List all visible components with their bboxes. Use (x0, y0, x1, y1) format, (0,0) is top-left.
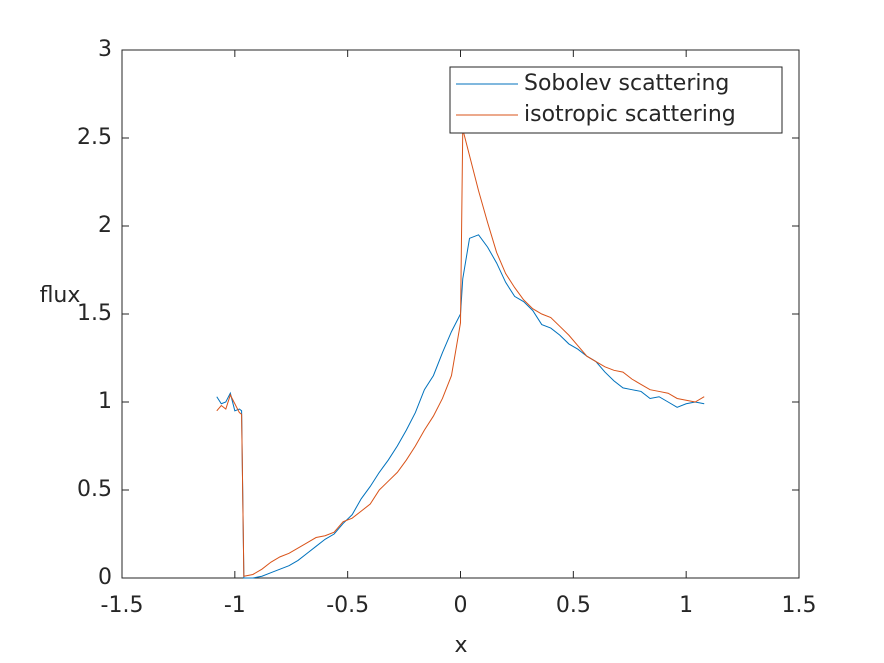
y-tick-label: 2.5 (77, 125, 112, 150)
x-tick-label: -1.5 (101, 593, 144, 618)
data-line (216, 129, 705, 577)
x-tick-label: 0.5 (556, 593, 591, 618)
x-axis-label: x (454, 633, 467, 658)
y-axis-label: flux (40, 283, 81, 308)
y-tick-label: 1.5 (77, 301, 112, 326)
x-tick-label: -1 (224, 593, 246, 618)
data-line (216, 234, 705, 579)
x-tick-label: 1.5 (782, 593, 817, 618)
x-tick-label: -0.5 (326, 593, 369, 618)
y-tick-label: 1 (98, 389, 112, 414)
y-tick-label: 3 (98, 37, 112, 62)
legend-box (449, 66, 783, 134)
legend-label: Sobolev scattering (524, 71, 729, 96)
legend-label: isotropic scattering (524, 102, 736, 127)
y-tick-label: 2 (98, 213, 112, 238)
y-tick-label: 0 (98, 565, 112, 590)
y-tick-label: 0.5 (77, 477, 112, 502)
x-tick-label: 0 (454, 593, 468, 618)
x-tick-label: 1 (679, 593, 693, 618)
